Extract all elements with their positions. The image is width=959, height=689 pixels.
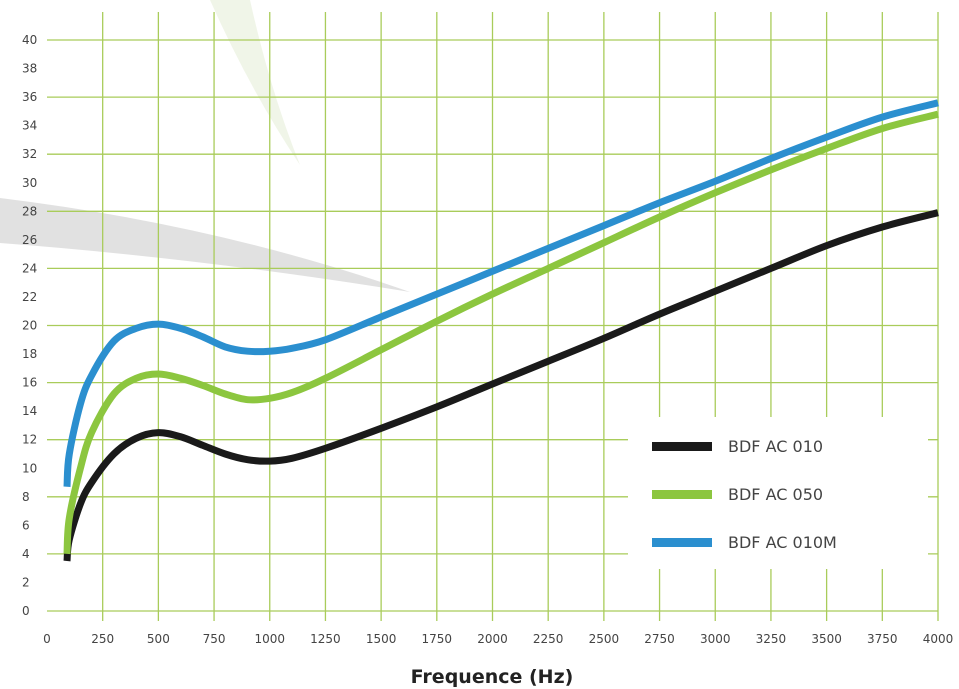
y-tick-label: 14	[22, 404, 37, 418]
x-tick-label: 1500	[366, 632, 397, 646]
x-tick-label: 4000	[923, 632, 954, 646]
legend-label: BDF AC 050	[728, 485, 823, 504]
x-tick-label: 250	[91, 632, 114, 646]
y-tick-label: 0	[22, 604, 30, 618]
x-tick-label: 2250	[533, 632, 564, 646]
series-line-3	[63, 99, 939, 488]
y-tick-label: 36	[22, 90, 37, 104]
y-tick-label: 10	[22, 461, 37, 475]
legend-swatch	[652, 442, 712, 451]
y-tick-label: 32	[22, 147, 37, 161]
y-tick-label: 22	[22, 290, 37, 304]
x-tick-label: 3000	[700, 632, 731, 646]
series-lines	[63, 99, 939, 562]
legend: BDF AC 010 BDF AC 050 BDF AC 010M	[628, 417, 928, 569]
y-tick-label: 34	[22, 119, 37, 133]
y-tick-label: 12	[22, 433, 37, 447]
x-tick-label: 1750	[422, 632, 453, 646]
x-axis-ticks: 0 250 500 750 1000 1250 1500 1750 2000 2250 2500 27…	[43, 632, 953, 646]
y-tick-label: 24	[22, 261, 37, 275]
background-swoosh-green	[210, 0, 300, 165]
x-tick-label: 2000	[477, 632, 508, 646]
y-tick-label: 2	[22, 575, 30, 589]
y-tick-label: 40	[22, 33, 37, 47]
y-tick-label: 20	[22, 319, 37, 333]
x-tick-label: 2500	[589, 632, 620, 646]
background-swoosh-gray	[0, 198, 410, 292]
x-tick-label: 0	[43, 632, 51, 646]
series-line-2	[63, 110, 939, 555]
x-tick-label: 750	[203, 632, 226, 646]
x-tick-label: 500	[147, 632, 170, 646]
series-line-1	[63, 209, 939, 562]
y-tick-label: 6	[22, 518, 30, 532]
y-tick-label: 8	[22, 490, 30, 504]
y-tick-label: 30	[22, 176, 37, 190]
y-tick-label: 18	[22, 347, 37, 361]
x-tick-label: 3750	[867, 632, 898, 646]
legend-label: BDF AC 010M	[728, 533, 837, 552]
x-tick-label: 2750	[644, 632, 675, 646]
legend-swatch	[652, 490, 712, 499]
x-tick-label: 1000	[254, 632, 285, 646]
y-tick-label: 16	[22, 376, 37, 390]
y-tick-label: 26	[22, 233, 37, 247]
x-axis-label: Frequence (Hz)	[411, 666, 574, 688]
x-tick-label: 1250	[310, 632, 341, 646]
legend-label: BDF AC 010	[728, 437, 823, 456]
y-tick-label: 28	[22, 204, 37, 218]
y-tick-label: 4	[22, 547, 30, 561]
x-tick-label: 3500	[811, 632, 842, 646]
x-tick-label: 3250	[756, 632, 787, 646]
y-tick-label: 38	[22, 62, 37, 76]
legend-swatch	[652, 538, 712, 547]
